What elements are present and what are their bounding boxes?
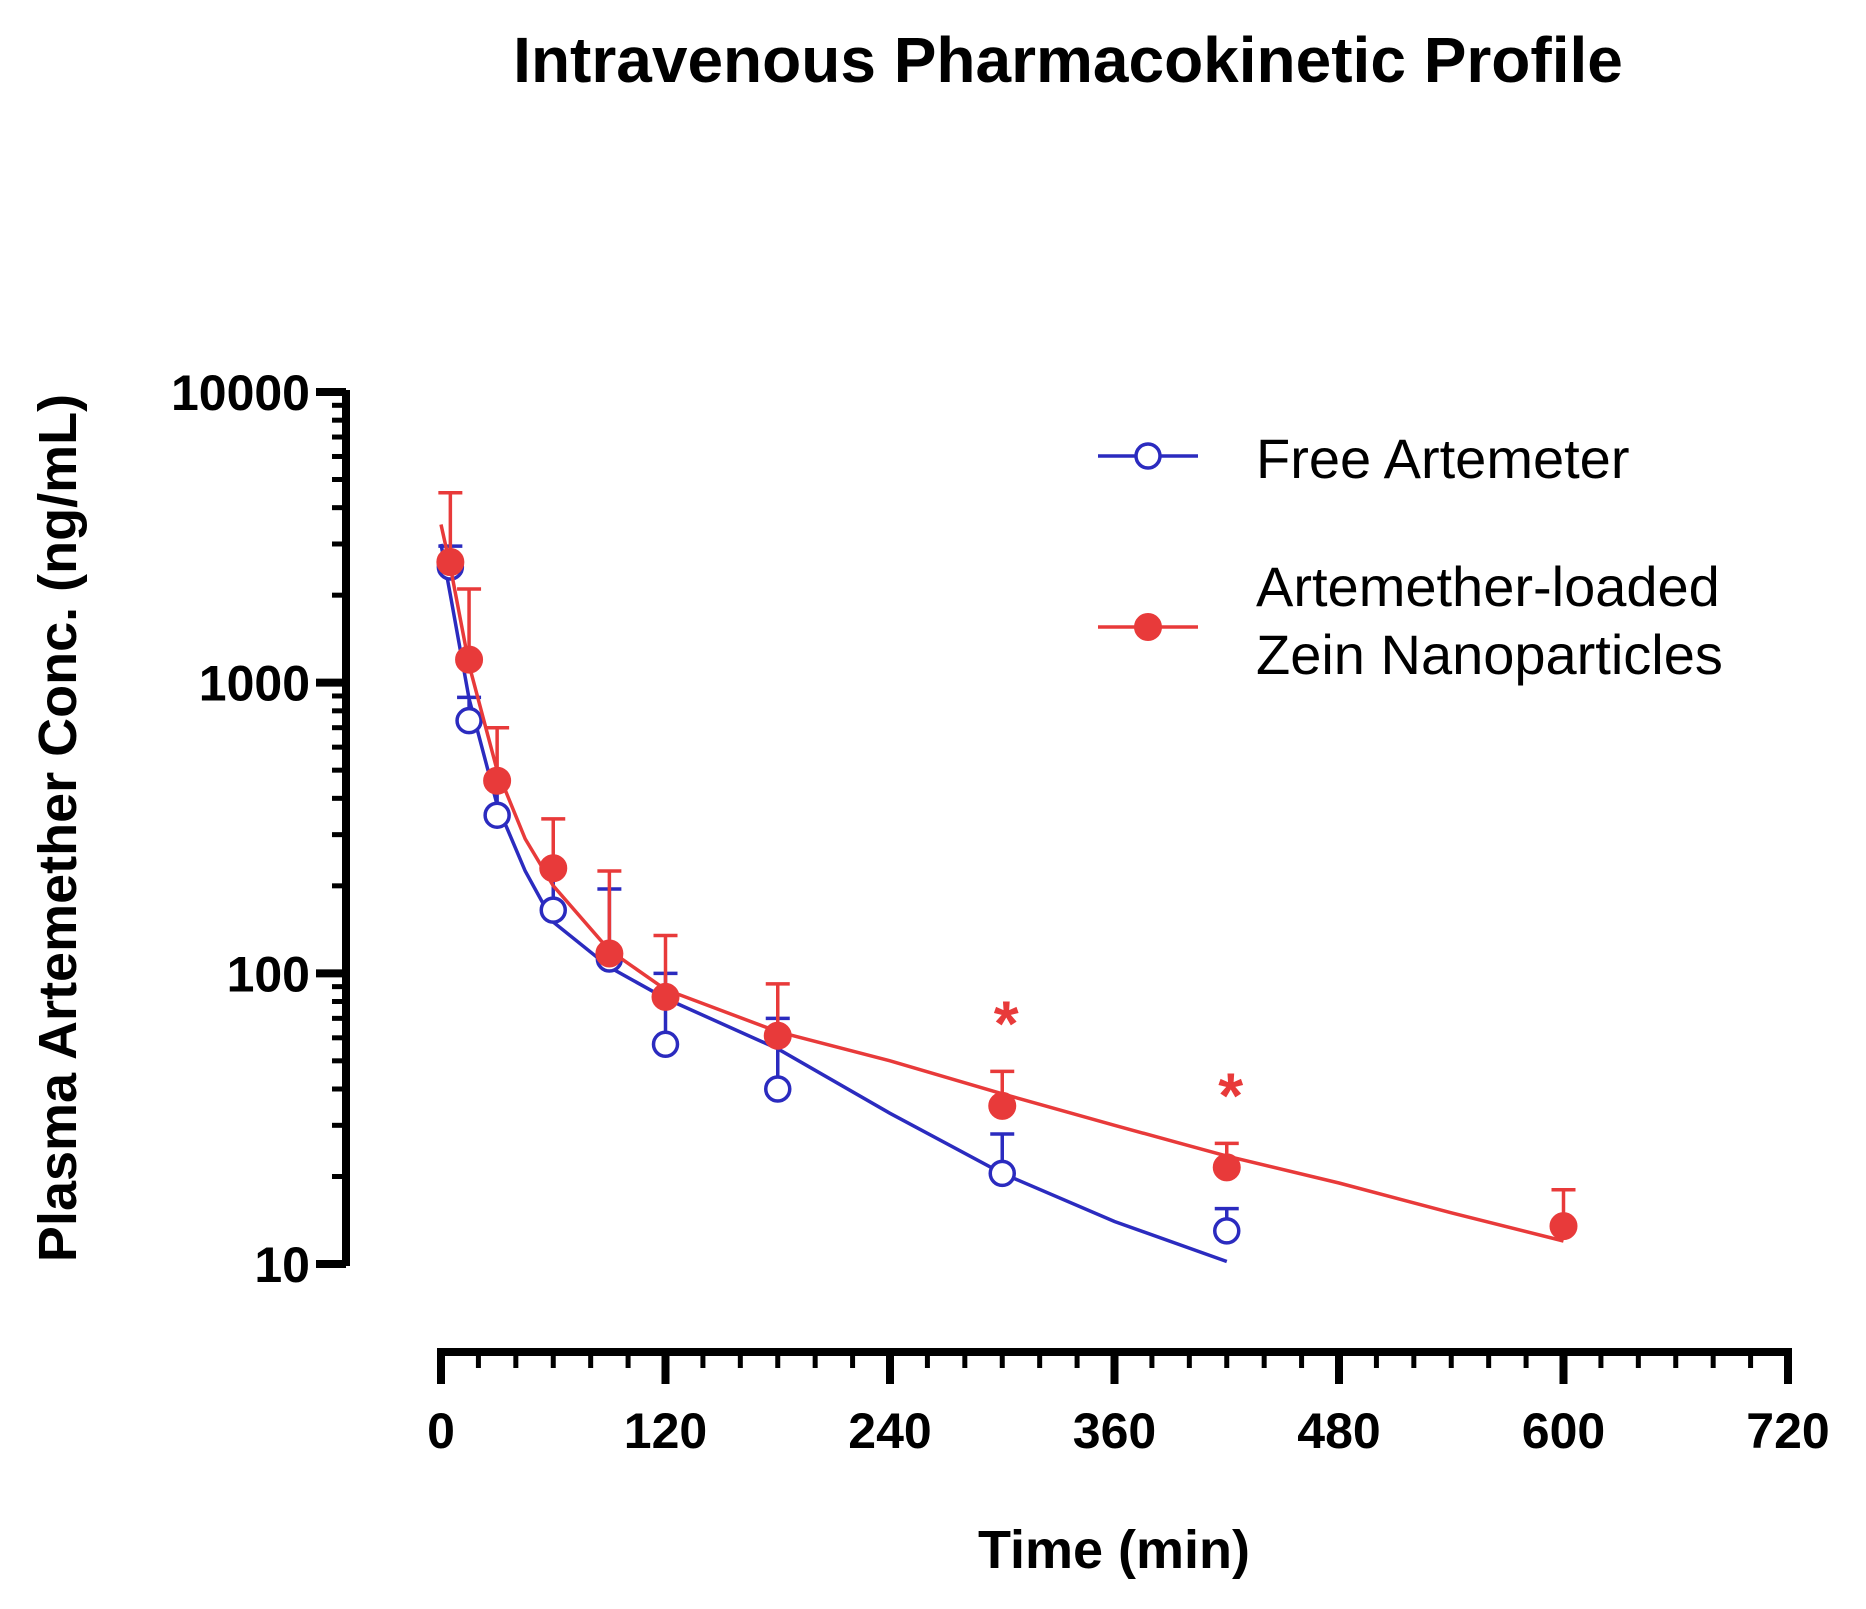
legend-entry-zein-nanoparticles: Artemether-loaded Zein Nanoparticles <box>1098 555 1723 686</box>
data-point <box>1212 1153 1241 1182</box>
legend-label-line: Artemether-loaded <box>1256 555 1720 618</box>
data-point <box>455 706 483 735</box>
data-point <box>764 1075 792 1103</box>
data-point <box>436 548 465 577</box>
data-point <box>988 1159 1016 1188</box>
data-point <box>455 645 484 674</box>
legend-label-line: Zein Nanoparticles <box>1256 623 1723 686</box>
data-point <box>763 1021 792 1050</box>
x-tick-label: 360 <box>1073 1403 1156 1459</box>
x-tick-label: 0 <box>427 1403 455 1459</box>
series-1 <box>436 543 1241 1264</box>
legend-marker <box>1134 613 1162 641</box>
fit-line <box>439 524 1564 1243</box>
x-tick-label: 720 <box>1746 1403 1829 1459</box>
legend-label: Artemether-loaded Zein Nanoparticles <box>1256 555 1723 686</box>
data-point <box>539 854 568 883</box>
data-point <box>483 766 512 795</box>
plot-area: ** <box>436 491 1578 1264</box>
significance-marker: * <box>1218 1059 1243 1131</box>
data-point <box>651 1030 680 1059</box>
y-tick-label: 100 <box>227 946 310 1002</box>
data-point <box>1213 1217 1241 1245</box>
chart-title: Intravenous Pharmacokinetic Profile <box>513 24 1623 96</box>
x-tick-label: 600 <box>1522 1403 1605 1459</box>
legend-marker <box>1134 442 1162 470</box>
y-tick-label: 10 <box>254 1237 310 1293</box>
data-point <box>988 1091 1017 1120</box>
x-tick-label: 480 <box>1297 1403 1380 1459</box>
y-axis-title: Plasma Artemether Conc. (ng/mL) <box>28 394 88 1262</box>
x-tick-label: 240 <box>848 1403 931 1459</box>
legend-label: Free Artemeter <box>1256 427 1629 490</box>
y-axis: 10 100 1000 10000 <box>171 365 350 1293</box>
data-point <box>539 896 567 924</box>
significance-marker: * <box>994 987 1019 1059</box>
legend: Free Artemeter Artemether-loaded Zein Nano… <box>1098 427 1723 686</box>
data-point <box>1549 1212 1578 1241</box>
data-point <box>483 801 511 829</box>
x-axis: 0 120 240 360 480 600 720 <box>427 1348 1830 1459</box>
y-tick-label: 10000 <box>171 365 310 421</box>
x-tick-label: 120 <box>624 1403 707 1459</box>
x-axis-title: Time (min) <box>978 1520 1250 1580</box>
data-point <box>595 939 624 968</box>
series-2: ** <box>436 491 1578 1243</box>
legend-entry-free-artemeter: Free Artemeter <box>1098 427 1629 490</box>
data-point <box>651 982 680 1011</box>
y-tick-label: 1000 <box>199 656 310 712</box>
